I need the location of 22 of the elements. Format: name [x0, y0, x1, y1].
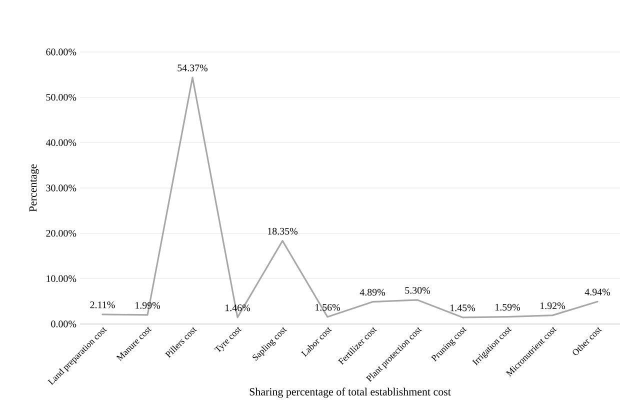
data-label: 1.99% — [136, 302, 160, 309]
y-tick-label: 40.00% — [46, 139, 76, 146]
data-label: 4.89% — [360, 288, 386, 296]
x-axis-title: Sharing percentage of total establishment cost — [250, 388, 451, 398]
y-tick-label: 0.00% — [51, 320, 76, 328]
data-label: 54.37% — [178, 64, 208, 72]
x-tick-label: Tyre cost — [214, 327, 242, 352]
data-label: 4.94% — [584, 288, 610, 296]
data-label: 1.45% — [450, 304, 476, 312]
y-tick-label: 60.00% — [46, 48, 76, 56]
data-label: 1.56% — [316, 304, 340, 311]
y-tick-label: 20.00% — [46, 230, 76, 237]
data-label: 1.92% — [540, 302, 566, 310]
y-tick-label: 10.00% — [46, 275, 76, 282]
data-label: 1.46% — [226, 304, 250, 312]
data-label: 1.59% — [496, 304, 520, 311]
data-label: 2.11% — [90, 301, 115, 308]
data-label: 5.30% — [405, 287, 430, 294]
y-tick-label: 50.00% — [46, 94, 76, 101]
y-axis-title: Percentage — [29, 164, 39, 212]
data-label: 18.35% — [268, 228, 298, 235]
y-tick-label: 30.00% — [46, 184, 76, 192]
